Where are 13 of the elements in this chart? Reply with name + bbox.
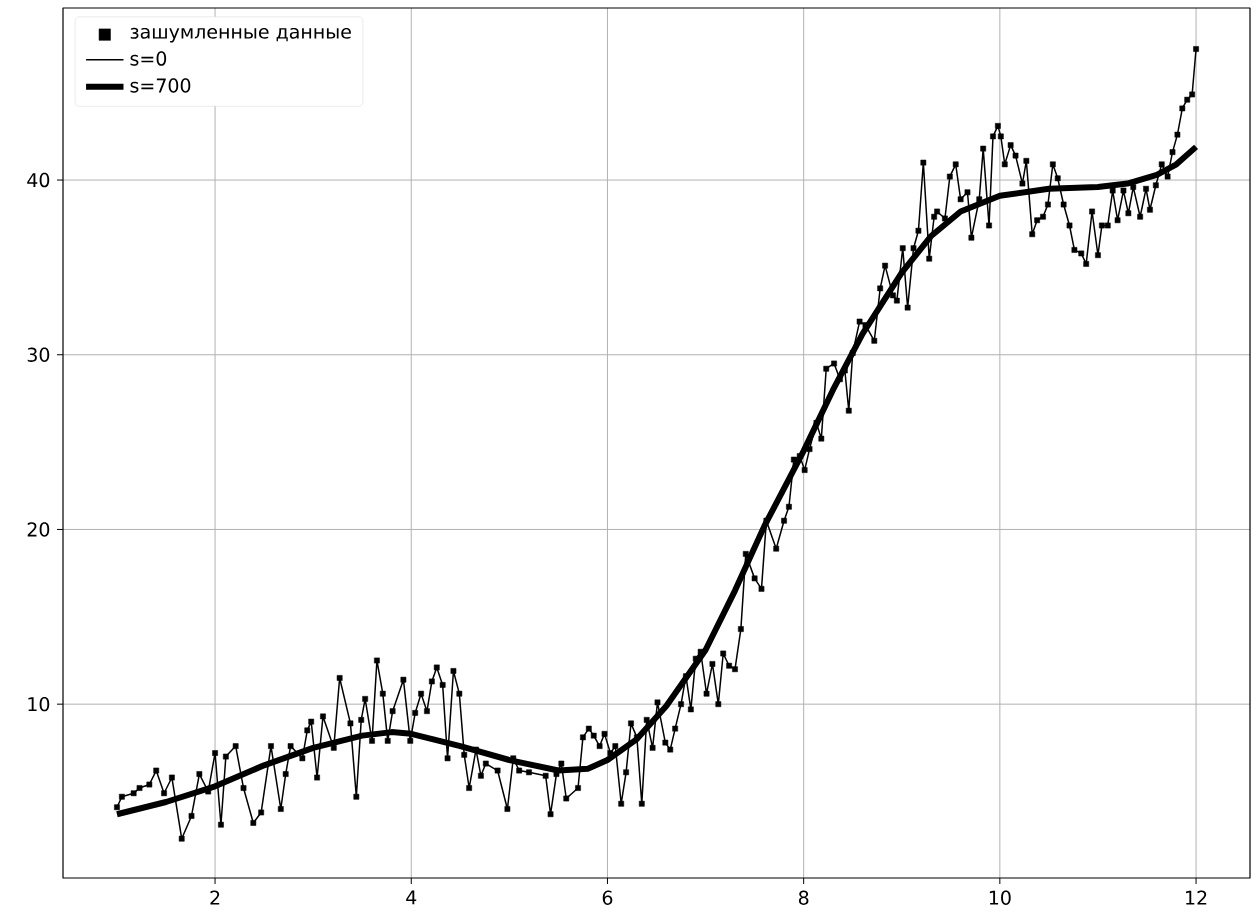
y-tick-label: 40 bbox=[27, 172, 50, 188]
y-tick-label: 20 bbox=[27, 522, 50, 537]
y-tick-label: 10 bbox=[28, 696, 50, 712]
x-tick-label: 2 bbox=[210, 890, 220, 905]
legend-label: s=0 bbox=[130, 51, 167, 66]
x-tick-label: 6 bbox=[602, 890, 613, 905]
legend-label: s=700 bbox=[130, 78, 191, 93]
x-tick-label: 4 bbox=[406, 890, 417, 905]
x-tick-label: 8 bbox=[798, 890, 809, 905]
x-tick-label: 12 bbox=[1186, 890, 1207, 905]
legend-label: зашумленные данные bbox=[130, 27, 351, 43]
x-tick-label: 10 bbox=[989, 890, 1011, 905]
y-tick-label: 30 bbox=[27, 347, 50, 362]
